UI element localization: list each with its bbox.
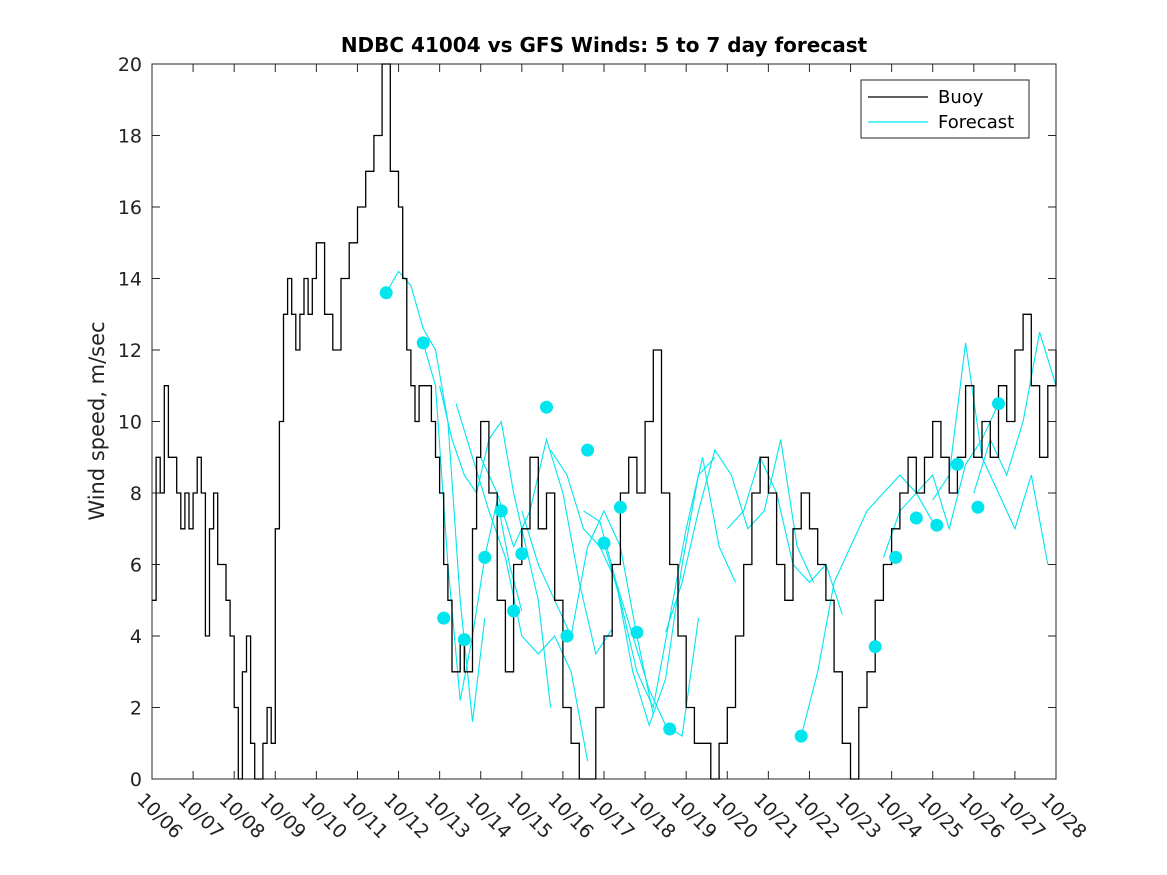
x-tick-label: 10/22	[790, 789, 844, 843]
forecast-line	[665, 439, 815, 633]
forecast-marker	[597, 536, 611, 550]
y-tick-label: 16	[118, 197, 142, 219]
forecast-line	[439, 385, 552, 708]
x-tick-label: 10/09	[256, 789, 310, 843]
x-tick-label: 10/21	[749, 789, 803, 843]
y-tick-label: 12	[118, 340, 142, 362]
y-tick-label: 18	[118, 126, 142, 148]
forecast-series	[385, 270, 1057, 762]
forecast-marker	[507, 604, 521, 618]
x-tick-label: 10/11	[338, 789, 392, 843]
forecast-marker	[950, 457, 964, 471]
x-tick-label: 10/07	[174, 789, 228, 843]
y-tick-label: 20	[118, 54, 142, 76]
forecast-marker	[379, 286, 393, 300]
y-tick-label: 8	[130, 483, 142, 505]
y-tick-label: 4	[130, 626, 142, 648]
forecast-marker	[930, 518, 944, 532]
forecast-markers	[379, 286, 1005, 743]
forecast-marker	[889, 550, 903, 564]
x-tick-label: 10/27	[995, 789, 1049, 843]
forecast-line	[521, 509, 654, 715]
forecast-marker	[540, 400, 553, 414]
forecast-marker	[663, 722, 677, 736]
forecast-marker	[560, 629, 574, 643]
forecast-marker	[478, 550, 492, 564]
x-tick-label: 10/15	[502, 789, 556, 843]
chart-title: NDBC 41004 vs GFS Winds: 5 to 7 day fore…	[341, 33, 868, 57]
x-tick-label: 10/20	[708, 789, 762, 843]
forecast-line	[603, 457, 737, 710]
x-tick-label: 10/17	[584, 789, 638, 843]
buoy-line	[152, 63, 1057, 780]
forecast-marker	[437, 611, 451, 625]
x-tick-label: 10/08	[215, 789, 269, 843]
x-tick-label: 10/26	[954, 789, 1008, 843]
forecast-line	[726, 455, 843, 615]
x-tick-label: 10/06	[132, 789, 186, 843]
forecast-marker	[416, 336, 430, 350]
legend: Buoy Forecast	[860, 79, 1030, 139]
forecast-marker	[971, 500, 985, 514]
y-tick-label: 2	[130, 698, 142, 720]
forecast-marker	[581, 443, 595, 457]
forecast-marker	[992, 397, 1005, 411]
x-tick-label: 10/10	[297, 789, 351, 843]
forecast-marker	[515, 547, 529, 561]
forecast-marker	[630, 625, 644, 639]
legend-box	[860, 79, 1030, 139]
y-axis-ticks: 0 2 4 6 8 10 12 14 16 18 20	[118, 54, 1056, 791]
forecast-line	[932, 342, 1049, 565]
y-axis-label: Wind speed, m/sec	[85, 321, 109, 520]
x-tick-label: 10/28	[1036, 789, 1090, 843]
y-tick-label: 10	[118, 412, 142, 434]
x-tick-label: 10/16	[543, 789, 597, 843]
forecast-marker	[794, 729, 808, 743]
forecast-line	[800, 474, 934, 737]
forecast-line	[882, 403, 999, 558]
x-tick-label: 10/14	[461, 789, 515, 843]
y-tick-label: 0	[130, 769, 142, 791]
forecast-marker	[613, 500, 627, 514]
x-tick-label: 10/12	[379, 789, 433, 843]
y-tick-label: 6	[130, 555, 142, 577]
forecast-marker	[457, 633, 471, 647]
x-tick-label: 10/23	[831, 789, 885, 843]
y-tick-label: 14	[118, 269, 142, 291]
x-tick-label: 10/13	[420, 789, 474, 843]
buoy-series	[152, 63, 1057, 780]
legend-forecast-label: Forecast	[938, 112, 1014, 133]
forecast-marker	[868, 640, 882, 654]
forecast-marker	[494, 504, 508, 518]
forecast-line	[455, 403, 589, 762]
forecast-line	[973, 331, 1057, 494]
legend-buoy-label: Buoy	[938, 87, 984, 108]
x-tick-label: 10/18	[626, 789, 680, 843]
forecast-marker	[909, 511, 923, 525]
x-tick-label: 10/19	[667, 789, 721, 843]
x-tick-label: 10/25	[913, 789, 967, 843]
x-tick-label: 10/24	[872, 789, 926, 843]
